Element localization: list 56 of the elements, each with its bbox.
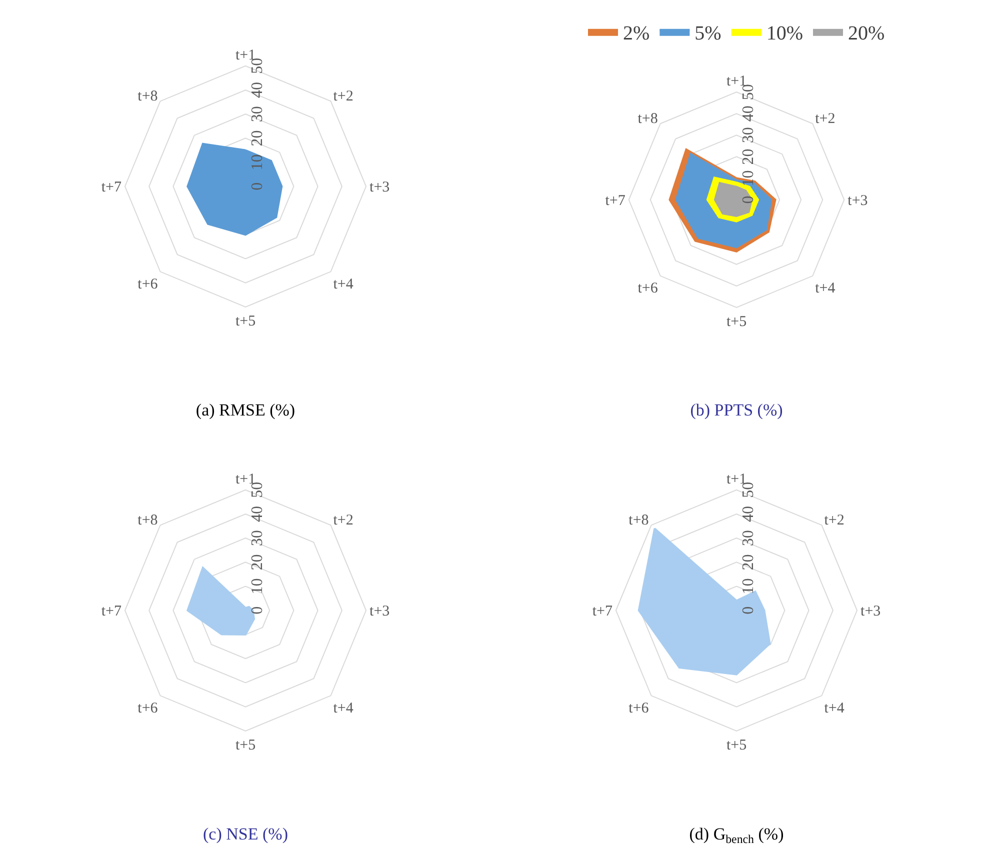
y-tick-label: 0: [249, 182, 266, 190]
spoke-label: t+6: [628, 700, 650, 716]
spoke-label: t+3: [370, 604, 390, 620]
y-tick-label: 30: [249, 106, 266, 122]
text: (d) G$_{bench}$ (%): [689, 824, 784, 846]
y-tick-label: 10: [249, 578, 266, 594]
y-tick-label: 40: [740, 106, 757, 122]
spoke-label: t+7: [101, 604, 122, 620]
spoke-label: t+7: [101, 180, 122, 196]
spoke-label: t+3: [370, 180, 390, 196]
y-tick-label: 20: [740, 554, 757, 570]
spoke-label: t+6: [138, 276, 158, 292]
y-tick-label: 20: [249, 130, 266, 146]
legend-label: 20%: [848, 22, 885, 45]
y-tick-label: 10: [740, 170, 757, 186]
spoke-label: t+6: [638, 280, 658, 297]
legend-label: 2%: [623, 22, 650, 45]
spoke-label: t+5: [235, 313, 256, 330]
legend-label: 10%: [766, 22, 804, 45]
y-tick-label: 40: [740, 506, 757, 522]
legend-label: 5%: [694, 22, 722, 45]
spoke-label: t+2: [824, 512, 844, 528]
text: (b) PPTS (%): [690, 400, 783, 420]
spoke-label: t+4: [824, 700, 845, 716]
spoke-label: t+6: [138, 700, 158, 716]
spoke-label: t+4: [815, 280, 836, 297]
spoke-label: t+3: [860, 604, 881, 620]
y-tick-label: 0: [249, 606, 266, 614]
spoke-label: t+8: [138, 512, 158, 528]
spoke-label: t+3: [848, 193, 868, 210]
y-tick-label: 40: [249, 506, 266, 522]
y-tick-label: 10: [740, 578, 757, 594]
y-tick-label: 30: [249, 530, 266, 546]
spoke-label: t+2: [333, 512, 354, 528]
spoke-label: t+5: [726, 737, 747, 754]
y-tick-label: 10: [249, 154, 266, 170]
spoke-label: t+8: [628, 512, 649, 528]
y-tick-label: 0: [740, 196, 757, 204]
spoke-label: t+7: [605, 193, 626, 210]
spoke-label: t+4: [333, 276, 354, 292]
spoke-label: t+2: [815, 110, 836, 127]
spoke-label: t+4: [333, 700, 354, 716]
y-tick-label: 30: [740, 127, 757, 144]
spoke-label: t+5: [235, 737, 256, 754]
spoke-label: t+7: [592, 604, 613, 620]
spoke-label: t+5: [726, 314, 747, 330]
text: (a) RMSE (%): [196, 400, 296, 420]
text: (c) NSE (%): [203, 824, 288, 844]
y-tick-label: 20: [249, 554, 266, 570]
spoke-label: t+8: [638, 110, 658, 127]
y-tick-label: 20: [740, 148, 757, 165]
y-tick-label: 0: [740, 606, 757, 614]
spoke-label: t+2: [333, 88, 354, 104]
y-tick-label: 30: [740, 530, 757, 546]
y-tick-label: 40: [249, 82, 266, 98]
spoke-label: t+8: [138, 88, 158, 104]
